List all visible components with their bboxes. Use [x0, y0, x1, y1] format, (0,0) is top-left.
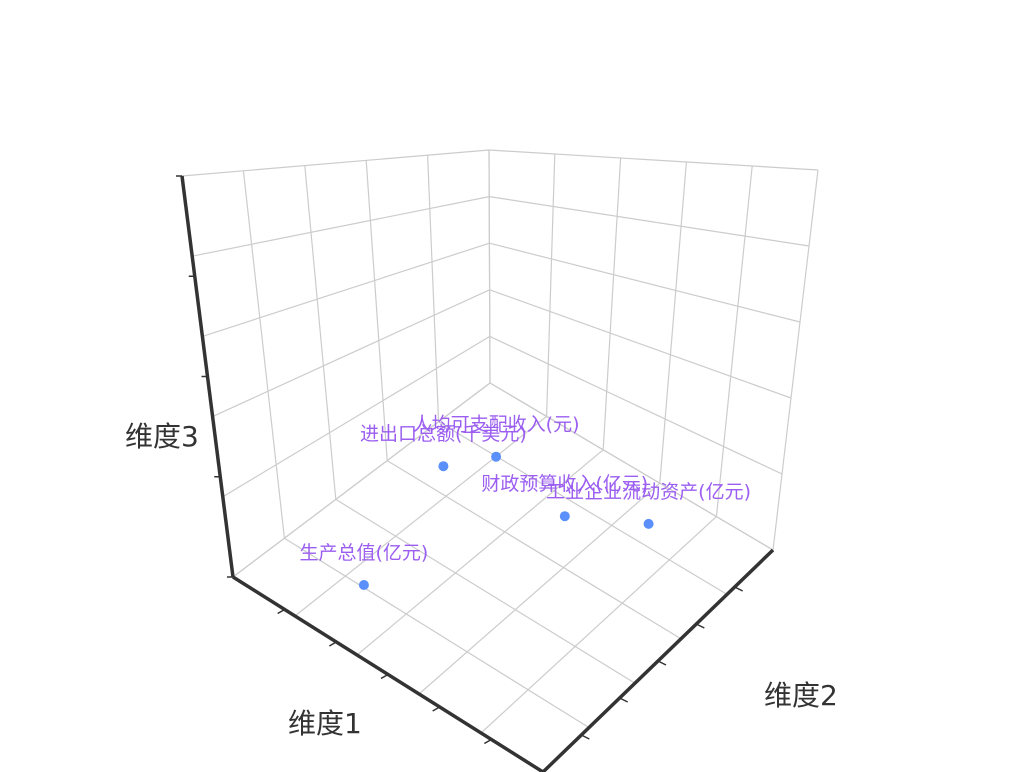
x-axis-tick	[328, 641, 337, 647]
grid-line-floor	[284, 537, 590, 729]
x-axis-label: 维度1	[288, 707, 362, 740]
axes	[176, 175, 775, 772]
y-axis-tick	[580, 734, 590, 740]
y-axis-label: 维度2	[764, 679, 838, 712]
grid-line-floor	[480, 516, 717, 734]
grid-line-floor	[232, 382, 491, 578]
grid-line-right-wall	[715, 165, 753, 517]
data-point-label: 工业企业流动资产(亿元)	[546, 481, 751, 503]
grid-line-right-wall	[488, 149, 819, 171]
y-axis-tick	[657, 660, 667, 666]
grid-line-floor	[356, 449, 604, 656]
data-point-label: 生产总值(亿元)	[299, 542, 428, 564]
x-axis-tick	[277, 608, 286, 615]
grid-line-left-wall	[222, 335, 491, 498]
grid-line-right-wall	[602, 157, 622, 450]
grid-line-floor	[386, 460, 682, 640]
data-point-label: 财政预算收入(亿元)	[481, 473, 648, 495]
grid-line-left-wall	[192, 196, 490, 257]
grid-lines	[181, 149, 819, 772]
data-points: 生产总值(亿元) 进出口总额(千美元)人均可支配收入(元) 财政预算收入(亿元)工业…	[299, 414, 751, 590]
grid-line-right-wall	[489, 335, 783, 475]
data-point-label: 进出口总额(千美元)	[360, 423, 527, 445]
grid-line-left-wall	[202, 242, 490, 337]
grid-line-left-wall	[365, 160, 388, 461]
data-point[interactable]	[491, 451, 502, 462]
y-axis-tick	[695, 623, 705, 629]
x-axis-tick	[432, 706, 441, 712]
grid-line-floor	[438, 421, 728, 595]
data-point[interactable]	[559, 511, 570, 522]
data-point[interactable]	[358, 580, 369, 590]
grid-line-right-wall	[659, 161, 687, 484]
data-point-label: 人均可支配收入(元)	[413, 414, 580, 436]
grid-line-left-wall	[212, 289, 490, 418]
grid-line-left-wall	[242, 170, 285, 539]
grid-line-floor	[335, 498, 636, 684]
axis-ticks	[176, 175, 744, 745]
grid-line-right-wall	[489, 242, 801, 323]
grid-line-right-wall	[489, 196, 810, 247]
z-axis-label: 维度3	[125, 420, 199, 453]
grid-line-floor	[489, 382, 774, 551]
grid-line-right-wall	[488, 149, 491, 384]
data-point[interactable]	[438, 461, 449, 472]
x-axis-tick	[483, 738, 492, 745]
data-point[interactable]	[643, 518, 654, 529]
grid-line-floor	[294, 415, 547, 617]
y-axis-tick	[619, 697, 629, 703]
grid-line-left-wall	[304, 165, 337, 500]
x-axis-tick	[380, 673, 389, 680]
grid-line-right-wall	[772, 169, 819, 551]
y-axis-tick	[734, 586, 744, 592]
grid-line-left-wall	[427, 155, 440, 422]
grid-line-floor	[418, 482, 661, 695]
grid-line-right-wall	[489, 289, 792, 399]
grid-line-right-wall	[546, 153, 556, 417]
grid-line-left-wall	[181, 149, 490, 177]
